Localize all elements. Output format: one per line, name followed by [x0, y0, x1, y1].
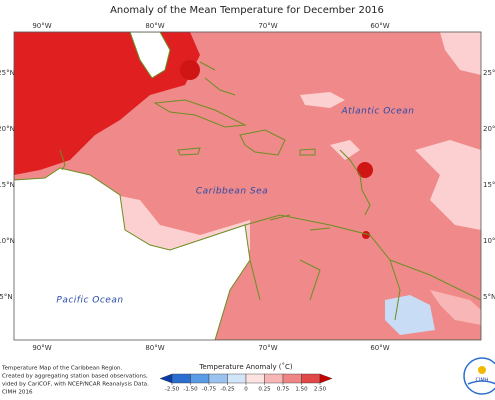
legend-swatch: [282, 373, 302, 384]
legend-swatch: [208, 373, 228, 384]
legend-tick-label: 1.50: [295, 387, 308, 393]
lat-label: 15°N: [483, 181, 495, 189]
lon-label: 90°W: [32, 344, 51, 352]
anomaly-high: [357, 162, 373, 178]
anomaly-low: [440, 32, 481, 75]
legend-tick-label: -0.25: [220, 387, 235, 393]
lat-label: 10°N: [483, 237, 495, 245]
legend-swatch: [245, 373, 265, 384]
south-america: [214, 214, 481, 340]
florida: [129, 32, 171, 79]
lon-label: 80°W: [145, 344, 164, 352]
anomaly-low: [415, 140, 481, 230]
legend-arrow: [319, 373, 333, 384]
puerto-rico: [299, 148, 316, 156]
anomaly-low: [330, 140, 360, 160]
map-frame: [13, 31, 482, 341]
coastline: [14, 167, 246, 251]
jamaica: [177, 147, 201, 156]
lon-label: 80°W: [145, 22, 164, 30]
legend-swatch: [301, 373, 321, 384]
logo-sun: [478, 366, 486, 374]
legend-arrow: [159, 373, 173, 384]
coastline: [59, 149, 66, 171]
map-area: Atlantic Ocean Caribbean Sea Pacific Oce…: [14, 32, 481, 340]
bahamas: [199, 61, 236, 96]
legend-tick-label: -2.50: [165, 387, 180, 393]
logo-text: CIMH: [475, 378, 488, 384]
ocean-label: Atlantic Ocean: [340, 107, 414, 117]
legend-tick-label: -1.50: [183, 387, 198, 393]
lon-label: 70°W: [258, 22, 277, 30]
lat-label: 25°N: [0, 69, 15, 77]
lat-labels: 25°N 25°N 20°N 20°N 15°N 15°N 10°N 10°N 5°N 5°N: [0, 69, 495, 301]
legend-title: Temperature Anomaly (˚C): [198, 363, 293, 371]
legend-tick-label: 0.75: [277, 387, 290, 393]
lon-label: 90°W: [32, 22, 51, 30]
credit: Temperature Map of the Caribbean Region.: [1, 366, 123, 372]
ocean-label: Pacific Ocean: [56, 296, 123, 306]
hispaniola: [239, 129, 286, 156]
legend-swatch: [264, 373, 284, 384]
lat-label: 20°N: [0, 125, 15, 133]
pacific-no-data: [14, 168, 250, 340]
map-title: Anomaly of the Mean Temperature for Dece…: [110, 5, 384, 16]
legend-tick-label: -0.75: [202, 387, 217, 393]
logo-ring: [463, 357, 495, 395]
credit: CIMH 2016: [2, 390, 33, 396]
lat-label: 5°N: [0, 293, 13, 301]
lat-label: 10°N: [0, 237, 15, 245]
lat-label: 5°N: [483, 293, 495, 301]
borders: [249, 214, 401, 321]
lat-label: 15°N: [0, 181, 15, 189]
legend: Temperature Anomaly (˚C) -2.50 -1.50 -0.75-…: [159, 363, 333, 393]
logo-wave: [467, 380, 495, 385]
legend-swatch: [190, 373, 210, 384]
logo: CIMH: [463, 357, 495, 395]
legend-tick-label: 0: [244, 387, 248, 393]
lesser-antilles: [339, 149, 371, 216]
lon-label: 70°W: [258, 344, 277, 352]
lat-label: 20°N: [483, 125, 495, 133]
credit: vided by CariCOF, with NCEP/NCAR Reanaly…: [2, 382, 149, 388]
legend-tick-label: 2.50: [314, 387, 327, 393]
legend-swatch: [171, 373, 191, 384]
legend-tick-label: 0.25: [258, 387, 271, 393]
lon-label: 60°W: [370, 22, 389, 30]
anomaly-high: [180, 60, 200, 80]
anomaly-mid: [430, 290, 481, 325]
cuba: [153, 99, 247, 128]
lon-label: 60°W: [370, 344, 389, 352]
ocean-label: Caribbean Sea: [196, 187, 268, 197]
lat-label: 25°N: [483, 69, 495, 77]
anomaly-low: [300, 92, 345, 108]
legend-swatch: [227, 373, 247, 384]
credit: Created by aggregating station based obs…: [2, 374, 148, 380]
